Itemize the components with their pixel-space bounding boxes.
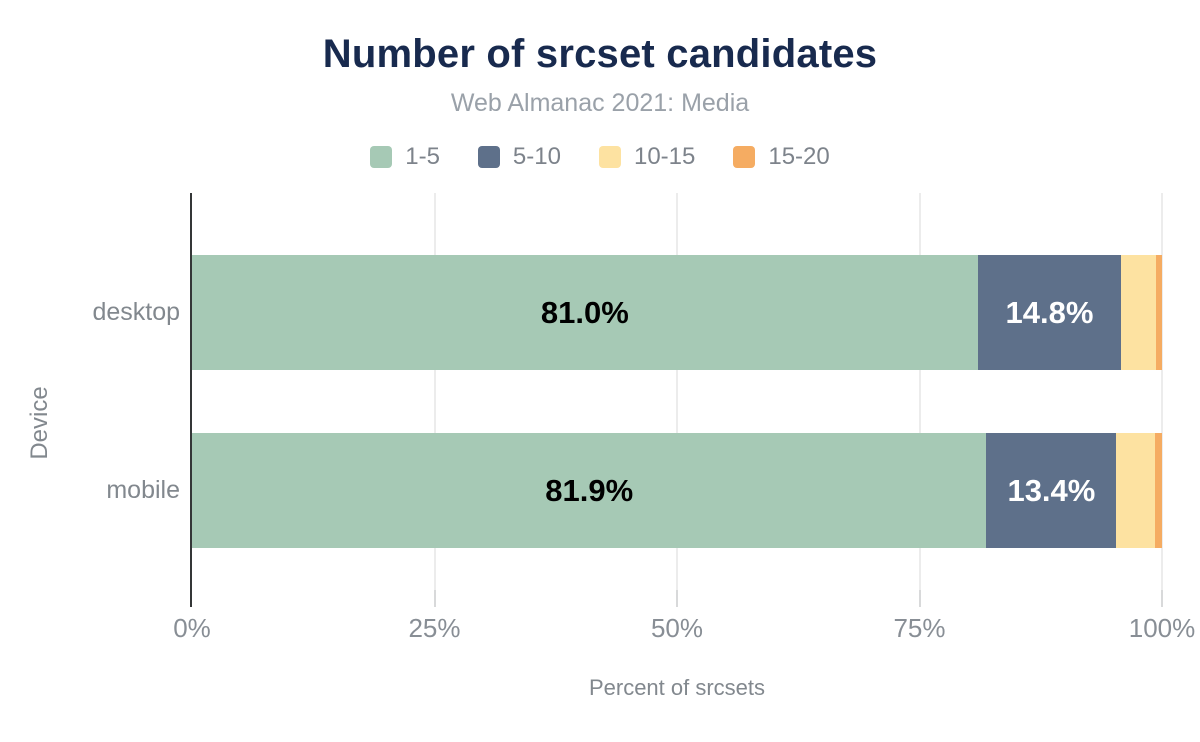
legend-swatch-icon xyxy=(477,146,500,168)
y-axis-title: Device xyxy=(26,386,53,460)
gridline-100% xyxy=(1161,193,1163,590)
tick-mark-75% xyxy=(918,590,921,607)
legend-swatch-icon xyxy=(598,146,621,168)
bar-segment-mobile-10-15[interactable] xyxy=(1116,433,1156,548)
x-tick-label: 0% xyxy=(173,613,211,643)
bar-segment-label: 81.9% xyxy=(545,472,634,508)
bar-segment-mobile-1-5[interactable]: 81.9% xyxy=(192,433,987,548)
tick-mark-50% xyxy=(676,590,678,607)
x-tick-label: 100% xyxy=(1128,613,1196,643)
bar-segment-label: 81.0% xyxy=(540,294,629,330)
tick-mark-25% xyxy=(433,590,436,607)
category-label-mobile: mobile xyxy=(106,476,180,504)
chart-title: Number of srcset candidates xyxy=(322,32,878,76)
x-tick-label: 25% xyxy=(408,613,461,643)
legend-item-5-10[interactable]: 5-10 xyxy=(477,143,561,171)
legend-item-15-20[interactable]: 15-20 xyxy=(733,143,830,171)
bar-segment-desktop-15-20[interactable] xyxy=(1156,255,1162,370)
legend-swatch-icon xyxy=(733,146,756,168)
tick-mark-100% xyxy=(1161,590,1163,607)
bar-segment-desktop-1-5[interactable]: 81.0% xyxy=(192,255,978,370)
bar-segment-label: 13.4% xyxy=(1007,472,1096,508)
legend-item-10-15[interactable]: 10-15 xyxy=(598,143,696,171)
bar-segment-mobile-5-10[interactable]: 13.4% xyxy=(986,433,1117,548)
bar-segment-label: 14.8% xyxy=(1005,294,1094,330)
category-label-desktop: desktop xyxy=(92,298,180,326)
bar-row-desktop: 81.0% 14.8% xyxy=(192,255,1162,370)
bar-segment-desktop-10-15[interactable] xyxy=(1121,255,1157,370)
gridline-25% xyxy=(433,193,436,590)
legend-swatch-icon xyxy=(370,146,393,168)
legend: 1-5 5-10 10-15 15-20 xyxy=(0,143,1200,171)
y-axis-line xyxy=(190,193,192,607)
gridline-50% xyxy=(676,193,678,590)
legend-item-1-5[interactable]: 1-5 xyxy=(370,143,440,171)
x-axis-title: Percent of srcsets xyxy=(588,675,766,700)
legend-label: 10-15 xyxy=(633,143,696,170)
gridline-75% xyxy=(918,193,921,590)
legend-label: 15-20 xyxy=(768,143,830,170)
chart-subtitle: Web Almanac 2021: Media xyxy=(450,89,750,117)
bar-segment-mobile-15-20[interactable] xyxy=(1155,433,1162,548)
bar-segment-desktop-5-10[interactable]: 14.8% xyxy=(977,255,1122,370)
legend-label: 1-5 xyxy=(405,143,440,170)
bar-row-mobile: 81.9% 13.4% xyxy=(192,433,1162,548)
x-tick-label: 50% xyxy=(650,613,704,643)
legend-label: 5-10 xyxy=(512,143,561,170)
x-tick-label: 75% xyxy=(893,613,946,643)
